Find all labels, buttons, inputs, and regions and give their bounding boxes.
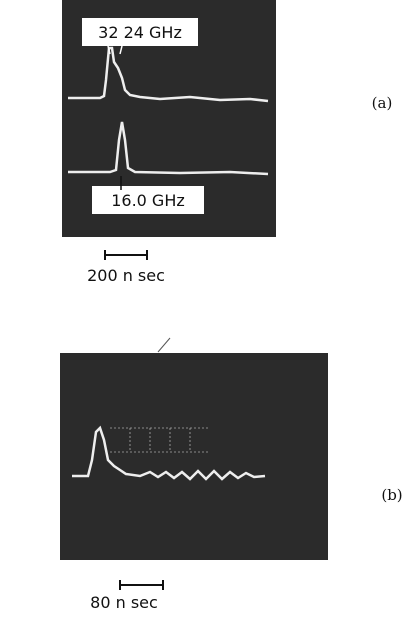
panel-label-a: (a) [372,94,393,112]
time-scale-b: 80 n sec [90,593,158,612]
panel-label-b: (b) [381,486,402,504]
scope-screen-b [60,353,328,560]
time-scale-a: 200 n sec [87,266,165,285]
marker-bottom: 16.0 GHz [111,191,185,210]
figure: 32 24 GHz 16.0 GHz 200 n sec (a) 80 n se… [0,0,409,619]
scale-bar-b [120,580,163,590]
page-body: {"panel_a": {"marker_top": "32 24 GHz", … [0,0,409,619]
page: html, body { margin: 0; padding: 0; back… [0,0,409,619]
scale-bar-a [105,250,147,260]
marker-top: 32 24 GHz [98,23,182,42]
stray-mark [158,338,170,352]
